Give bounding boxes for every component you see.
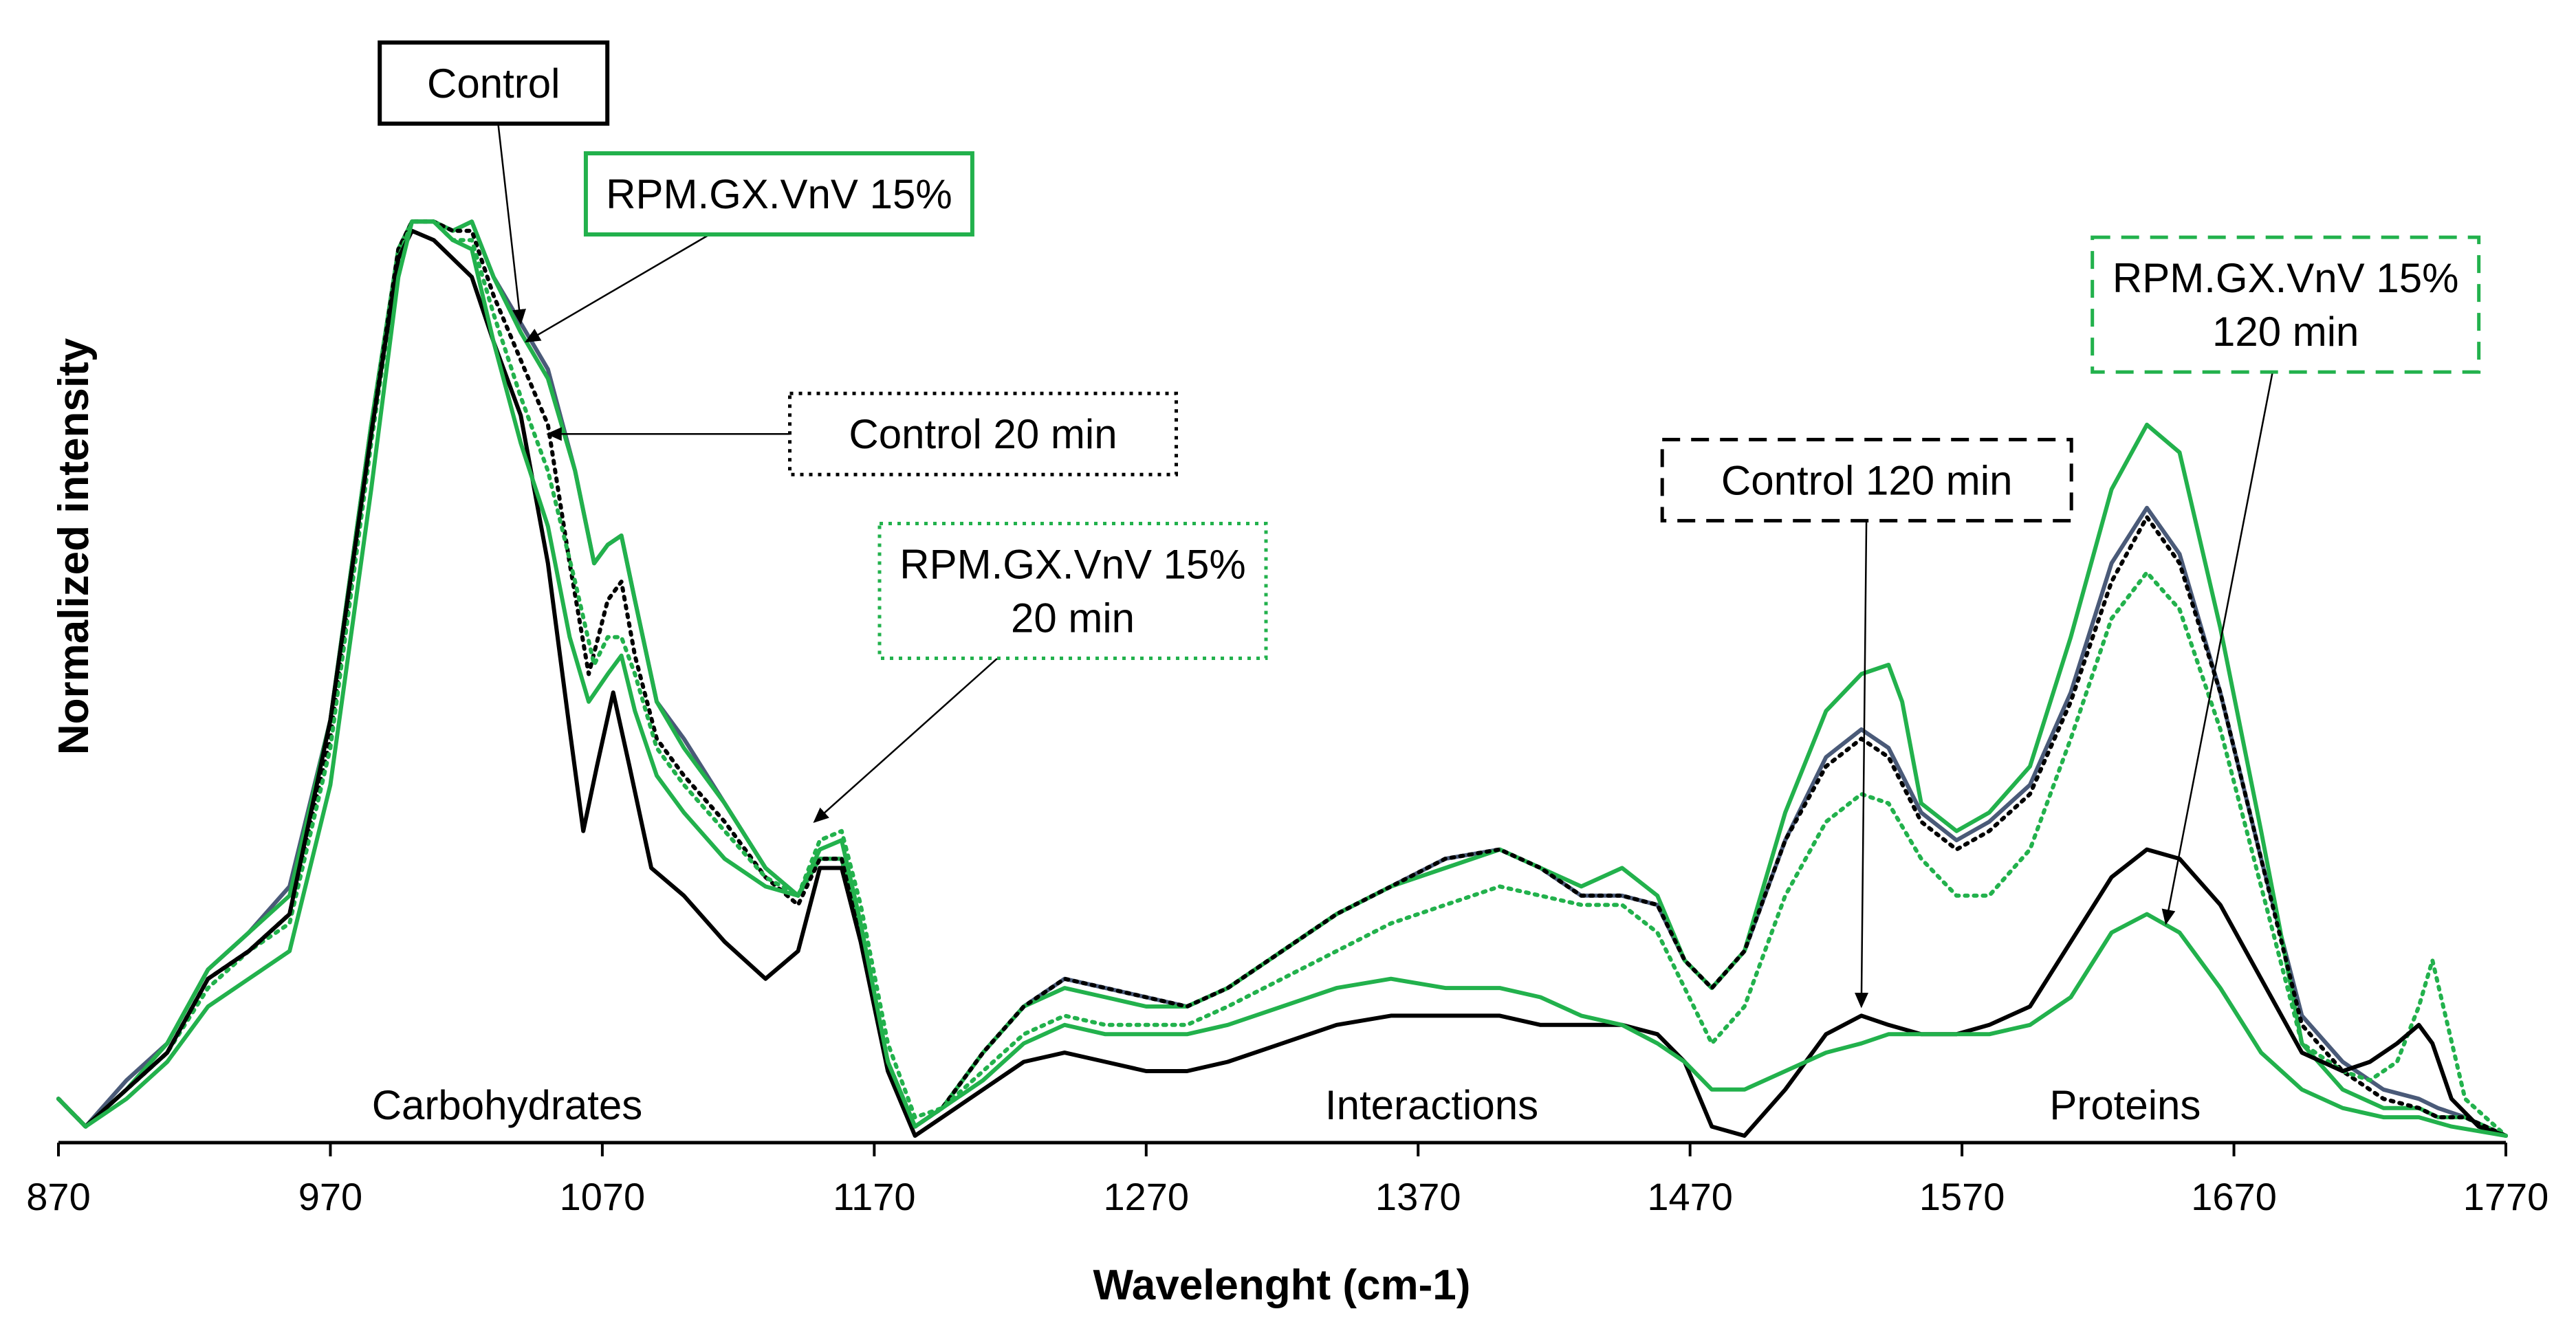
callout-control: Control xyxy=(378,40,610,325)
region-label-interactions: Interactions xyxy=(1325,1082,1538,1128)
callout-arrow xyxy=(813,657,998,823)
callout-box xyxy=(583,151,974,236)
x-tick-label: 1570 xyxy=(1919,1175,2005,1218)
callout-arrow xyxy=(1855,520,1869,1009)
series-line-rpm-gx-vnv-15 xyxy=(56,219,2508,1138)
callout-control-120-min: Control 120 min xyxy=(1660,437,2073,1009)
callout-label: RPM.GX.VnV 15% xyxy=(2113,255,2459,301)
series-line-rpm-gx-vnv-15-120-min xyxy=(56,219,2508,1138)
callout-rpm-gx-vnv-15-20-min: RPM.GX.VnV 15% 20 min xyxy=(813,522,1268,823)
y-axis-title: Normalized intensity xyxy=(50,338,98,755)
callout-label: 120 min xyxy=(2212,309,2359,355)
series-layer xyxy=(56,219,2508,1138)
x-tick-label: 1070 xyxy=(560,1175,646,1218)
x-tick-label: 1670 xyxy=(2191,1175,2277,1218)
x-tick-label: 1770 xyxy=(2463,1175,2549,1218)
x-tick-label: 1470 xyxy=(1647,1175,1733,1218)
region-label-proteins: Proteins xyxy=(2049,1082,2201,1128)
callout-box xyxy=(1660,437,2073,522)
callout-box xyxy=(378,40,610,126)
x-tick-label: 1170 xyxy=(833,1175,915,1218)
callout-arrow xyxy=(497,123,526,325)
x-tick-label: 1270 xyxy=(1103,1175,1189,1218)
callout-box xyxy=(877,522,1268,661)
callout-control-20-min: Control 20 min xyxy=(546,391,1179,476)
callout-label: Control 20 min xyxy=(849,411,1117,457)
series-line-rpm-gx-vnv-15-20-min xyxy=(56,219,2508,1138)
callout-rpm-gx-vnv-15: RPM.GX.VnV 15% xyxy=(525,151,974,343)
callout-box xyxy=(2091,235,2481,374)
callout-label: Control xyxy=(427,60,560,107)
callout-label: Control 120 min xyxy=(1721,457,2013,503)
x-tick-label: 870 xyxy=(26,1175,90,1218)
callouts: Control RPM.GX.VnV 15% Control 20 min RPM.G… xyxy=(378,40,2481,1009)
callout-box xyxy=(788,391,1179,476)
x-tick-label: 970 xyxy=(298,1175,362,1218)
callout-label: RPM.GX.VnV 15% xyxy=(606,171,952,217)
callout-arrow xyxy=(2161,371,2273,925)
x-axis-title: Wavelenght (cm-1) xyxy=(1093,1262,1471,1309)
x-tick-label: 1370 xyxy=(1375,1175,1461,1218)
series-line-control-20-min xyxy=(56,219,2508,1138)
callout-arrow xyxy=(525,233,710,343)
callout-label: RPM.GX.VnV 15% xyxy=(899,542,1246,588)
x-axis: 870 970 1070 1170 1270 1370 1470 1570 1670 1770 xyxy=(26,1141,2549,1218)
region-label-carbohydrates: Carbohydrates xyxy=(372,1082,643,1128)
series-line-control-120-min xyxy=(56,228,2508,1138)
callout-label: 20 min xyxy=(1011,595,1135,641)
region-labels: Carbohydrates Interactions Proteins xyxy=(372,1082,2201,1128)
callout-rpm-gx-vnv-15-120-min: RPM.GX.VnV 15% 120 min xyxy=(2091,235,2481,925)
